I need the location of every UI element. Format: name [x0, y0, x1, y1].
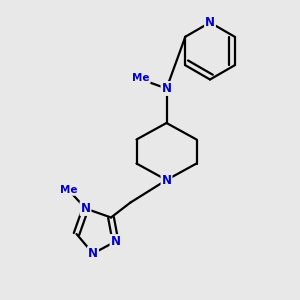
- Text: Me: Me: [132, 73, 150, 83]
- Text: N: N: [161, 173, 172, 187]
- Text: N: N: [88, 247, 98, 260]
- Text: N: N: [80, 202, 91, 215]
- Text: Me: Me: [60, 185, 78, 195]
- Text: N: N: [205, 16, 215, 29]
- Text: N: N: [110, 235, 121, 248]
- Text: N: N: [161, 82, 172, 95]
